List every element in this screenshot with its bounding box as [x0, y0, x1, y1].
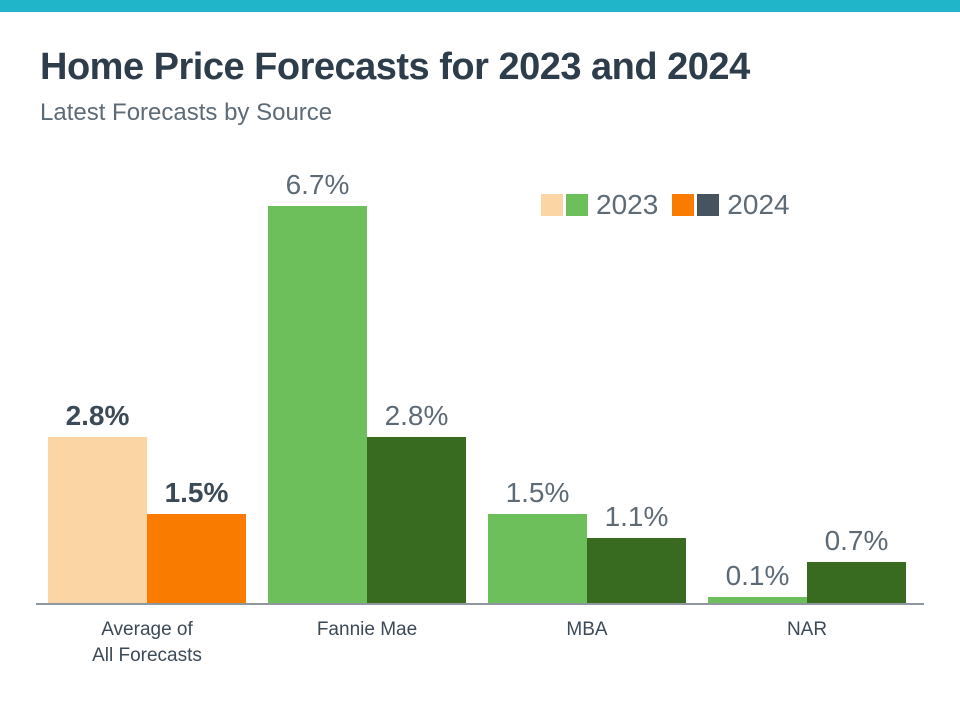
bar-value-label: 0.1% [725, 560, 790, 591]
bar-column: 6.7% [268, 169, 367, 603]
bar-column: 2.8% [48, 400, 147, 603]
category-label: NAR [786, 619, 828, 640]
bar-column: 1.5% [488, 477, 587, 603]
category-labels: Average of All Forecasts Fannie Mae MBA NAR [36, 617, 924, 668]
bar-2023-2 [488, 514, 587, 603]
bar-column: 0.7% [807, 525, 906, 603]
page-subtitle: Latest Forecasts by Source [40, 99, 333, 126]
bar-group-2: 1.5% 1.1% [488, 477, 686, 603]
legend: 2023 2024 [541, 189, 804, 221]
bar-value-label: 2.8% [65, 400, 130, 431]
page-title: Home Price Forecasts for 2023 and 2024 [40, 46, 750, 88]
category-label: Average of All Forecasts [92, 619, 202, 666]
bar-column: 1.5% [147, 477, 246, 603]
bar-group-0: 2.8% 1.5% [48, 400, 246, 603]
legend-swatch-2023 [566, 194, 588, 216]
legend-label-2024: 2024 [727, 189, 790, 220]
bar-column: 1.1% [587, 501, 686, 603]
bar-group-1: 6.7% 2.8% [268, 169, 466, 603]
legend-swatch-2023 [541, 194, 563, 216]
bar-value-label: 0.7% [824, 525, 889, 556]
category-label: Fannie Mae [316, 619, 418, 640]
bar-value-label: 2.8% [384, 400, 449, 431]
bar-value-label: 6.7% [285, 169, 350, 200]
bar-group-3: 0.1% 0.7% [708, 525, 906, 603]
top-accent-stripe [0, 0, 960, 12]
bar-2024-3 [807, 562, 906, 603]
bar-2024-0 [147, 514, 246, 603]
category-label: MBA [566, 619, 608, 640]
x-axis-line [36, 603, 924, 605]
bar-2023-1 [268, 206, 367, 603]
legend-swatch-2024 [672, 194, 695, 216]
bar-2024-1 [367, 437, 466, 603]
bar-2023-3 [708, 597, 807, 603]
bar-value-label: 1.5% [505, 477, 570, 508]
legend-swatch-2024 [697, 194, 720, 216]
bar-column: 0.1% [708, 560, 807, 603]
legend-label-2023: 2023 [596, 189, 659, 220]
chart-area: 2.8% 1.5% 6.7% 2.8% 1.5% 1.1% 0.1% 0.7% [36, 145, 924, 603]
bar-value-label: 1.1% [604, 501, 669, 532]
chart: 2023 2024 2.8% 1.5% 6.7% 2.8% 1.5% 1.1% 0.1% 0.7… [36, 145, 924, 668]
bar-2024-2 [587, 538, 686, 603]
bar-column: 2.8% [367, 400, 466, 603]
bar-2023-0 [48, 437, 147, 603]
bar-value-label: 1.5% [164, 477, 229, 508]
